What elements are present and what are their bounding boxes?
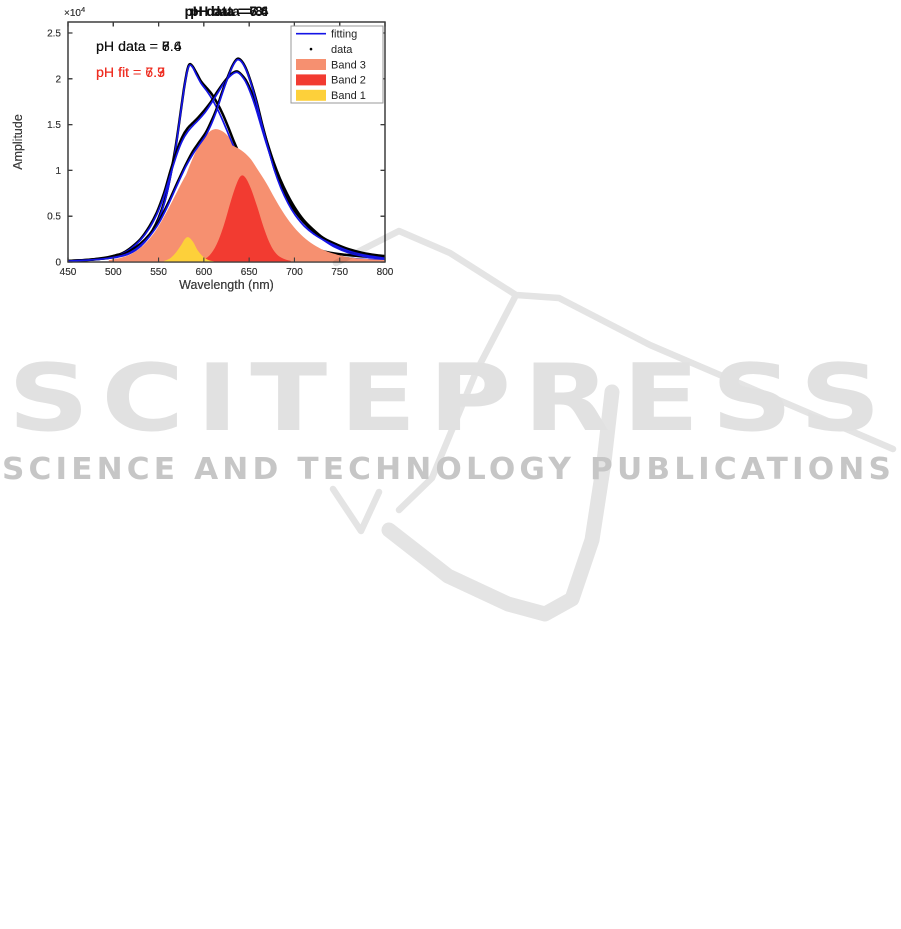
ph-data-annotation: pH data = 7.6 xyxy=(96,39,182,55)
ph-fit-annotation: pH fit = 6.3 xyxy=(96,65,165,81)
x-tick-label: 450 xyxy=(60,267,77,278)
x-tick-label: 800 xyxy=(377,267,394,278)
y-scale-label: ×104 xyxy=(64,5,85,19)
x-tick-label: 600 xyxy=(196,267,213,278)
legend-patch-swatch xyxy=(296,59,326,70)
x-axis-label: Wavelength (nm) xyxy=(179,278,274,292)
x-axis-label: Wavelength (nm) xyxy=(179,278,274,292)
y-tick-label: 0.5 xyxy=(47,212,61,223)
band2-area xyxy=(202,175,291,262)
y-tick-label: 1.5 xyxy=(47,120,61,131)
y-tick-label: 1 xyxy=(55,166,61,177)
spectrum-plot-ph-8: 450 500 550 600 650 700 750 800 0 0.5 1 1.5 2 2.5 ×104… xyxy=(0,0,430,313)
x-axis-label: Wavelength (nm) xyxy=(179,278,274,292)
ph-data-annotation: pH data = 8 xyxy=(96,39,170,55)
legend-patch-swatch xyxy=(296,74,326,86)
x-tick-label: 500 xyxy=(105,267,122,278)
y-axis-label: Amplitude xyxy=(11,114,25,170)
fitting-series xyxy=(68,58,385,262)
plot-canvas: 450 500 550 600 650 700 750 800 0 0.5 1 1.5 2 2.5×104… xyxy=(11,4,394,292)
ph-fit-annotation: pH fit = 7.7 xyxy=(96,65,165,81)
x-tick-label: 600 xyxy=(196,267,213,278)
y-tick-label: 0 xyxy=(55,258,61,269)
x-tick-label: 650 xyxy=(241,267,258,278)
x-tick-label: 650 xyxy=(241,267,258,278)
x-tick-label: 500 xyxy=(105,267,122,278)
y-tick-label: 1.5 xyxy=(47,120,61,131)
y-scale-label: ×104 xyxy=(64,5,85,19)
y-tick-label: 2.5 xyxy=(47,28,61,39)
legend: fitting data Band 3 Band 2 Band 1 xyxy=(290,25,384,104)
legend-label: data xyxy=(331,44,353,56)
plot-title: pH data = 7.6 xyxy=(185,4,269,19)
x-tick-label: 650 xyxy=(241,267,258,278)
y-axis-label: Amplitude xyxy=(11,114,25,170)
x-tick-label: 450 xyxy=(60,267,77,278)
x-tick-label: 700 xyxy=(286,267,303,278)
y-tick-label: 0 xyxy=(55,258,61,269)
y-tick-label: 1.5 xyxy=(47,120,61,131)
legend-label: Band 3 xyxy=(331,59,366,71)
y-tick-label: 1 xyxy=(55,166,61,177)
ph-data-annotation: pH data = 6.4 xyxy=(96,39,182,55)
y-tick-label: 2 xyxy=(55,74,61,85)
plot-title: pH data = 8 xyxy=(190,4,263,19)
x-tick-label: 750 xyxy=(331,267,348,278)
plot-title: pH data = 6.4 xyxy=(185,4,269,19)
plot-area xyxy=(68,57,385,262)
legend-label: Band 1 xyxy=(331,90,366,102)
band1-area xyxy=(164,237,214,262)
axes-box xyxy=(67,21,386,263)
legend-dot-swatch xyxy=(309,47,313,51)
y-axis-label: Amplitude xyxy=(11,114,25,170)
x-tick-label: 550 xyxy=(150,267,167,278)
y-tick-label: 2 xyxy=(55,74,61,85)
x-tick-label: 700 xyxy=(286,267,303,278)
x-tick-label: 700 xyxy=(286,267,303,278)
y-scale-label: ×104 xyxy=(64,5,85,19)
y-tick-label: 2.5 xyxy=(47,28,61,39)
legend-label: Band 2 xyxy=(331,75,366,87)
y-tick-label: 0.5 xyxy=(47,212,61,223)
x-tick-label: 550 xyxy=(150,267,167,278)
y-tick-label: 2.5 xyxy=(47,28,61,39)
x-tick-label: 600 xyxy=(196,267,213,278)
x-tick-label: 550 xyxy=(150,267,167,278)
ph-fit-annotation: pH fit = 7.9 xyxy=(96,65,165,81)
y-tick-label: 0.5 xyxy=(47,212,61,223)
y-tick-label: 1 xyxy=(55,166,61,177)
x-tick-label: 500 xyxy=(105,267,122,278)
y-tick-label: 2 xyxy=(55,74,61,85)
y-tick-label: 0 xyxy=(55,258,61,269)
legend-patch-swatch xyxy=(296,89,326,101)
legend-label: fitting xyxy=(331,29,357,41)
x-tick-label: 450 xyxy=(60,267,77,278)
